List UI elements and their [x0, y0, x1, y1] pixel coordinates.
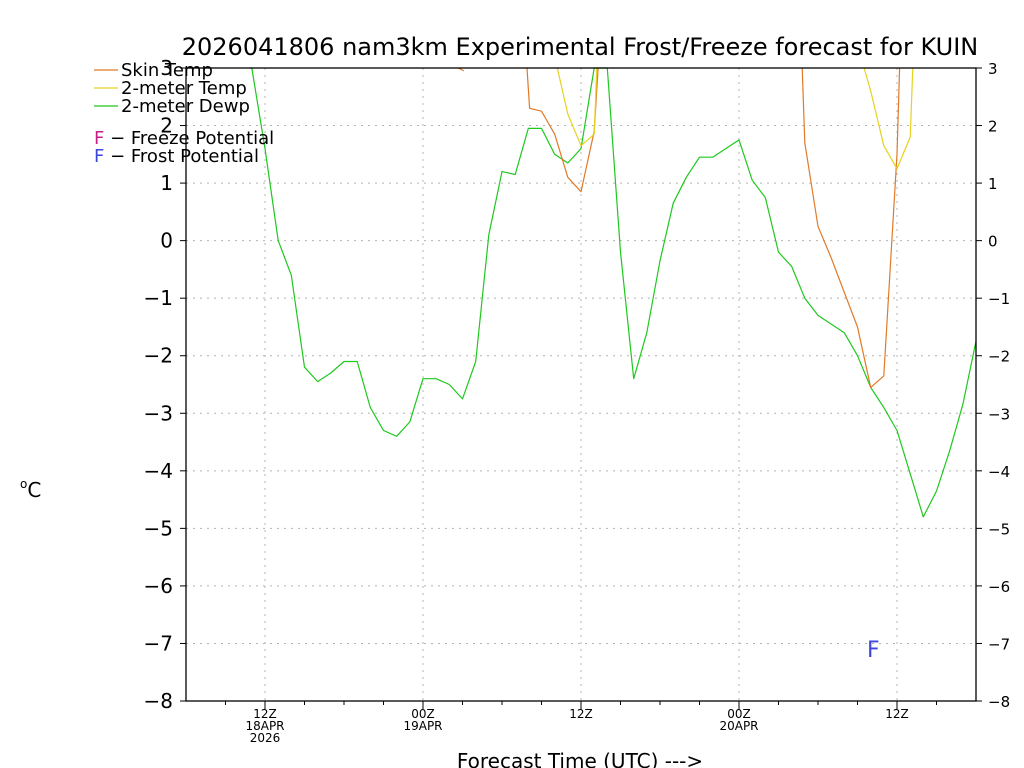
y-tick-label-right: −8	[988, 693, 1010, 711]
y-tick-label-left: −8	[144, 689, 173, 713]
y-tick-label-right: −5	[988, 520, 1010, 538]
y-tick-label-left: −5	[144, 516, 173, 540]
x-tick-label: 20APR	[719, 719, 758, 733]
gridlines	[186, 68, 976, 701]
legend-marker-letter: F	[94, 146, 104, 167]
y-tick-label-left: 3	[160, 56, 173, 80]
series-line-2-meter-dewp	[249, 67, 977, 518]
y-tick-label-right: −6	[988, 578, 1010, 596]
y-tick-label-left: 0	[160, 229, 173, 253]
y-tick-label-left: −2	[144, 344, 173, 368]
x-tick-label: 12Z	[569, 707, 593, 721]
y-tick-label-left: 1	[160, 171, 173, 195]
y-axis-label: oC	[20, 477, 41, 502]
x-tick-label: 00Z	[411, 707, 435, 721]
x-tick-label: 12Z	[253, 707, 277, 721]
frost-marker: F	[867, 638, 880, 663]
axis-ticks: −8 −8 −7 −7 −6 −6 −5 −5 −4 −4 −3 −3 −2 −2 −1 −1 0 0 1 1 2 2 3 3…	[144, 56, 1011, 745]
legend-marker-text: − Frost Potential	[104, 146, 259, 167]
x-tick-label: 00Z	[727, 707, 751, 721]
y-tick-label-right: 3	[988, 60, 998, 78]
x-axis-label: Forecast Time (UTC) --->	[457, 749, 703, 768]
legend-marker-text: − Freeze Potential	[104, 128, 274, 149]
y-tick-label-left: 2	[160, 114, 173, 138]
series-line-2-meter-temp	[863, 67, 914, 170]
x-tick-label: 18APR	[245, 719, 284, 733]
y-tick-label-right: −3	[988, 405, 1010, 423]
legend-label: Skin Temp	[121, 60, 213, 81]
series-line-skin-temp	[801, 67, 901, 388]
x-tick-label: 19APR	[403, 719, 442, 733]
y-tick-label-right: −2	[988, 348, 1010, 366]
y-axis-label-unit: C	[27, 478, 41, 502]
y-tick-label-right: −7	[988, 635, 1010, 653]
series-lines	[249, 67, 977, 518]
x-tick-label: 12Z	[885, 707, 909, 721]
y-tick-label-right: 2	[988, 118, 998, 136]
annotations: F	[867, 638, 880, 663]
y-tick-label-left: −1	[144, 286, 173, 310]
y-tick-label-right: −1	[988, 290, 1010, 308]
y-axis-label-degree: o	[20, 477, 27, 491]
legend-label: 2-meter Temp	[121, 78, 247, 99]
y-tick-label-right: 0	[988, 233, 998, 251]
y-tick-label-left: −3	[144, 401, 173, 425]
chart-title: 2026041806 nam3km Experimental Frost/Fre…	[182, 33, 978, 61]
legend-marker-entry: F − Frost Potential	[94, 146, 259, 167]
y-tick-label-right: −4	[988, 463, 1010, 481]
series-line-2-meter-temp	[556, 67, 598, 147]
y-tick-label-right: 1	[988, 175, 998, 193]
series-line-skin-temp	[526, 67, 599, 193]
y-tick-label-left: −4	[144, 459, 173, 483]
y-tick-label-left: −7	[144, 631, 173, 655]
legend-marker-letter: F	[94, 128, 104, 149]
y-tick-label-left: −6	[144, 574, 173, 598]
legend-marker-entry: F − Freeze Potential	[94, 128, 274, 149]
x-tick-label: 2026	[250, 731, 281, 745]
legend-label: 2-meter Dewp	[121, 96, 250, 117]
